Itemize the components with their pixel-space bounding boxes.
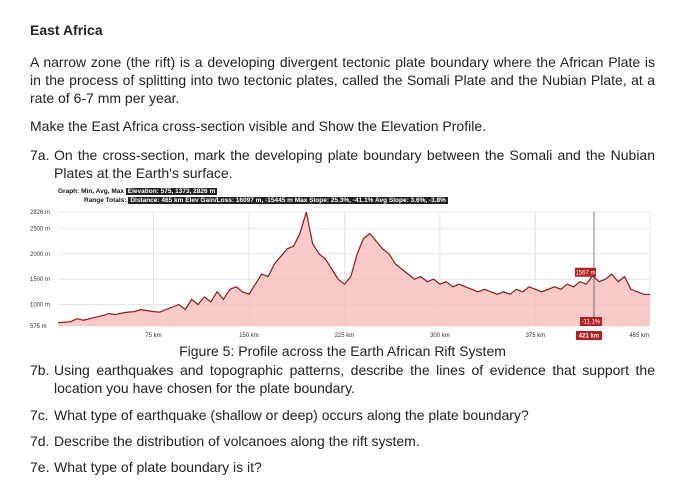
question-text: What type of earthquake (shallow or deep… bbox=[54, 407, 529, 423]
question-7c: 7c. What type of earthquake (shallow or … bbox=[30, 406, 655, 424]
page-title: East Africa bbox=[30, 22, 103, 38]
y-tick-label: 575 m bbox=[30, 324, 47, 330]
range-value: Distance: 465 km Elev Gain/Loss: 16097 m… bbox=[128, 197, 448, 204]
x-tick-label: 375 km bbox=[526, 333, 546, 339]
graph-value: Elevation: 575, 1373, 2826 m bbox=[125, 188, 218, 195]
range-label: Range Totals: bbox=[84, 197, 127, 204]
question-7b: 7b. Using earthquakes and topographic pa… bbox=[30, 361, 655, 397]
area-layer bbox=[57, 211, 650, 326]
graph-label: Graph: Min, Avg, Max bbox=[58, 188, 124, 195]
intro-paragraph: A narrow zone (the rift) is a developing… bbox=[30, 54, 655, 106]
y-tick-label: 2500 m bbox=[30, 227, 50, 233]
question-number: 7b. bbox=[30, 362, 50, 378]
elevation-area bbox=[58, 212, 650, 326]
marker-km-box bbox=[575, 331, 602, 340]
marker-slope-label: -11.1% bbox=[582, 320, 601, 326]
figure-caption: Figure 5: Profile across the Earth Afric… bbox=[179, 343, 506, 359]
label-layer: 2826 m 2500 m 2000 m 1500 m 1000 m 575 m 75 km… bbox=[30, 210, 649, 340]
y-tick-label: 1000 m bbox=[30, 302, 50, 308]
marker-slope-box bbox=[579, 317, 602, 326]
question-7e: 7e. What type of plate boundary is it? bbox=[30, 458, 655, 476]
chart-header-row-1: Graph: Min, Avg, Max Elevation: 575, 137… bbox=[58, 187, 448, 196]
question-text: What type of plate boundary is it? bbox=[54, 459, 262, 475]
chart-header-row-2: Range Totals: Distance: 465 km Elev Gain… bbox=[58, 196, 448, 205]
x-tick-label: 300 km bbox=[430, 333, 450, 339]
question-number: 7d. bbox=[30, 433, 50, 449]
question-number: 7a. bbox=[30, 147, 50, 163]
question-7a: 7a. On the cross-section, mark the devel… bbox=[30, 146, 655, 182]
y-tick-label: 1500 m bbox=[30, 277, 50, 283]
question-text: On the cross-section, mark the developin… bbox=[54, 147, 655, 181]
chart-header: Graph: Min, Avg, Max Elevation: 575, 137… bbox=[58, 187, 448, 205]
question-number: 7c. bbox=[30, 407, 49, 423]
y-tick-label: 2826 m bbox=[30, 210, 50, 216]
marker-value-label: 1567 m bbox=[575, 270, 595, 276]
y-tick-label: 2000 m bbox=[30, 252, 50, 258]
elevation-line bbox=[57, 211, 650, 324]
elevation-profile-chart: 2826 m 2500 m 2000 m 1500 m 1000 m 575 m 75 km… bbox=[28, 186, 652, 342]
question-text: Using earthquakes and topographic patter… bbox=[54, 362, 655, 396]
question-text: Describe the distribution of volcanoes a… bbox=[54, 433, 420, 449]
marker-value-box bbox=[574, 267, 596, 277]
elevation-profile-svg: 2826 m 2500 m 2000 m 1500 m 1000 m 575 m 75 km… bbox=[28, 186, 652, 342]
question-7d: 7d. Describe the distribution of volcano… bbox=[30, 432, 655, 450]
x-tick-label: 225 km bbox=[335, 333, 355, 339]
instruction-paragraph: Make the East Africa cross-section visib… bbox=[30, 118, 486, 134]
marker-km-label: 421 km bbox=[579, 334, 599, 340]
question-number: 7e. bbox=[30, 459, 50, 475]
x-tick-label: 465 km bbox=[629, 333, 649, 339]
x-tick-label: 150 km bbox=[239, 333, 259, 339]
x-tick-label: 75 km bbox=[145, 333, 161, 339]
